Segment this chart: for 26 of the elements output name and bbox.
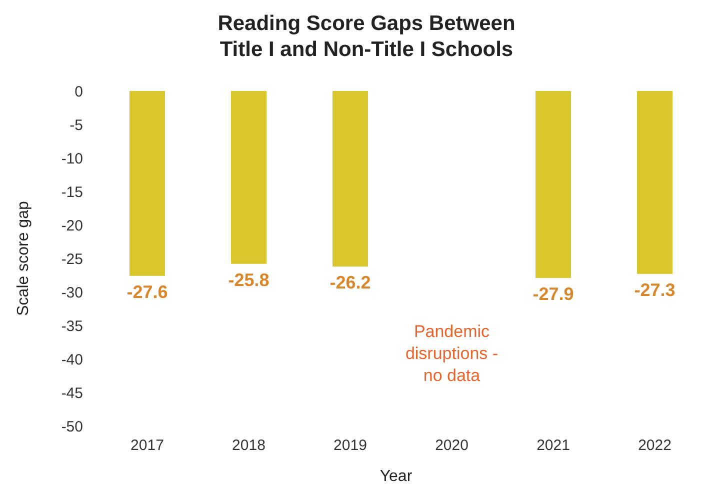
y-tick-label: 0	[74, 83, 83, 100]
y-tick-label: -25	[61, 250, 83, 268]
data-label: -26.2	[330, 272, 371, 293]
y-tick-label: -15	[61, 184, 83, 201]
data-label: -27.6	[126, 282, 168, 302]
x-tick-label: 2021	[536, 437, 570, 454]
x-tick-label: 2022	[638, 437, 672, 454]
data-label: -27.3	[634, 280, 676, 300]
x-tick-label: 2018	[232, 437, 266, 454]
x-tick-label: 2020	[435, 437, 468, 454]
annotation: Pandemic disruptions - no data	[405, 322, 498, 385]
y-tick-label: -20	[61, 217, 83, 234]
chart-title: Reading Score Gaps Between Title I and Non-Title I Schools	[218, 12, 516, 61]
data-label: -25.8	[228, 270, 270, 290]
y-tick-label: -10	[61, 150, 83, 168]
y-tick-label: -35	[61, 318, 83, 335]
y-tick-label: -30	[61, 284, 83, 302]
data-label: -27.9	[532, 284, 574, 304]
x-tick-label: 2019	[334, 437, 367, 454]
y-axis-title: Scale score gap	[15, 201, 32, 316]
y-tick-label: -40	[61, 351, 83, 368]
y-tick-label: -50	[61, 418, 83, 436]
y-tick-label: -5	[70, 116, 83, 134]
y-tick-label: -45	[61, 384, 83, 402]
x-tick-label: 2017	[130, 437, 164, 454]
x-axis-title: Year	[380, 468, 413, 485]
